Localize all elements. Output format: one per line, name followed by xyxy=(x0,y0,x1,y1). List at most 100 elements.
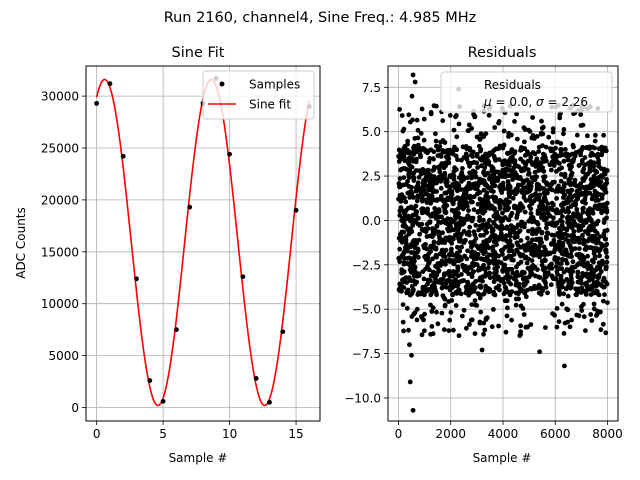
residual-point xyxy=(558,261,564,266)
sine-fit-panel: Sine Fit Sample # ADC Counts 0 5 10 15 0 5000… xyxy=(14,45,321,465)
residual-outlier xyxy=(409,352,414,358)
residual-point xyxy=(491,307,496,312)
residual-point xyxy=(589,318,595,323)
residual-point xyxy=(515,175,520,181)
residual-point xyxy=(412,136,418,141)
residual-point xyxy=(396,159,402,164)
residual-point xyxy=(475,183,481,189)
residual-point xyxy=(396,196,401,202)
x-tick-label: 4000 xyxy=(488,427,519,441)
residual-point xyxy=(463,237,468,243)
residual-point xyxy=(397,255,403,261)
residual-point xyxy=(550,140,555,145)
residual-point xyxy=(477,196,483,202)
residual-point xyxy=(407,168,412,174)
residual-point xyxy=(600,261,605,267)
residual-point xyxy=(493,146,499,152)
residual-point xyxy=(425,281,430,287)
residual-point xyxy=(414,317,420,323)
residual-point xyxy=(486,252,492,258)
sample-point xyxy=(280,329,286,335)
residual-point xyxy=(436,268,442,273)
residual-outlier xyxy=(409,93,415,99)
residual-point xyxy=(481,320,487,326)
sample-point xyxy=(134,276,139,282)
residual-point xyxy=(409,291,415,297)
residual-point xyxy=(467,322,472,327)
residual-point xyxy=(544,225,549,231)
residual-point xyxy=(522,209,528,215)
residual-point xyxy=(559,277,564,283)
residual-point xyxy=(545,290,550,296)
residual-point xyxy=(503,225,509,231)
residual-point xyxy=(577,246,582,252)
residual-point xyxy=(529,135,535,141)
y-tick-label: 10000 xyxy=(41,297,79,311)
residual-point xyxy=(487,217,492,223)
residual-point xyxy=(469,302,475,307)
residuals-ticks: 0 2000 4000 6000 8000 −10.0 −7.5 −5.0 −2.5 0.0 2.5… xyxy=(344,81,623,441)
residual-point xyxy=(585,263,591,269)
residual-point xyxy=(439,214,444,220)
sample-point xyxy=(253,376,259,381)
residual-point xyxy=(461,278,466,283)
residual-point xyxy=(484,183,490,189)
residual-point xyxy=(588,153,593,159)
residual-point xyxy=(543,325,548,330)
residual-point xyxy=(473,302,478,308)
residual-point xyxy=(484,258,490,263)
residual-point xyxy=(476,143,482,149)
residual-point xyxy=(486,289,492,295)
residual-point xyxy=(555,281,561,287)
residual-point xyxy=(470,261,475,266)
residual-point xyxy=(591,160,597,166)
residual-point xyxy=(537,254,542,260)
residual-point xyxy=(603,236,608,242)
residual-point xyxy=(454,147,460,153)
sine-fit-legend: Samples Sine fit xyxy=(202,70,315,120)
residual-point xyxy=(397,259,403,265)
residual-point xyxy=(442,240,448,246)
residual-point xyxy=(427,233,433,239)
residual-point xyxy=(573,292,579,298)
residual-point xyxy=(455,244,460,250)
residual-point xyxy=(440,276,446,282)
residual-point xyxy=(445,156,451,162)
residual-point xyxy=(470,154,475,159)
residual-point xyxy=(528,206,534,212)
residual-point xyxy=(534,236,540,242)
residual-point xyxy=(405,289,411,295)
residual-point xyxy=(520,306,526,311)
residual-point xyxy=(505,150,510,156)
residuals-panel: Residuals Sample # 0 2000 4000 6000 8000 −10.… xyxy=(344,45,623,465)
residual-point xyxy=(518,207,523,213)
residual-point xyxy=(419,332,425,338)
residual-point xyxy=(595,154,600,160)
residual-point xyxy=(540,131,546,137)
residual-point xyxy=(503,266,508,272)
y-tick-label: 20000 xyxy=(41,193,79,207)
residual-point xyxy=(471,207,477,213)
residual-point xyxy=(521,312,527,317)
residuals-legend: Residuals μ = 0.0, σ = 2.26 xyxy=(440,71,613,113)
residual-point xyxy=(459,157,464,163)
residual-point xyxy=(443,261,448,267)
residual-point xyxy=(507,240,513,246)
residual-point xyxy=(568,245,574,251)
residual-point xyxy=(508,223,514,229)
residual-point xyxy=(555,272,560,277)
residual-point xyxy=(481,291,487,296)
residual-point xyxy=(602,169,607,175)
residual-point xyxy=(506,173,512,179)
residual-point xyxy=(486,112,492,118)
residual-point xyxy=(404,280,410,285)
residual-point xyxy=(593,169,599,175)
residual-point xyxy=(447,317,453,323)
residual-point xyxy=(554,306,560,311)
residual-point xyxy=(514,136,520,142)
residual-point xyxy=(477,179,482,185)
residual-point xyxy=(468,265,473,270)
residual-point xyxy=(465,194,471,200)
residual-point xyxy=(526,228,531,234)
residual-point xyxy=(429,309,435,314)
